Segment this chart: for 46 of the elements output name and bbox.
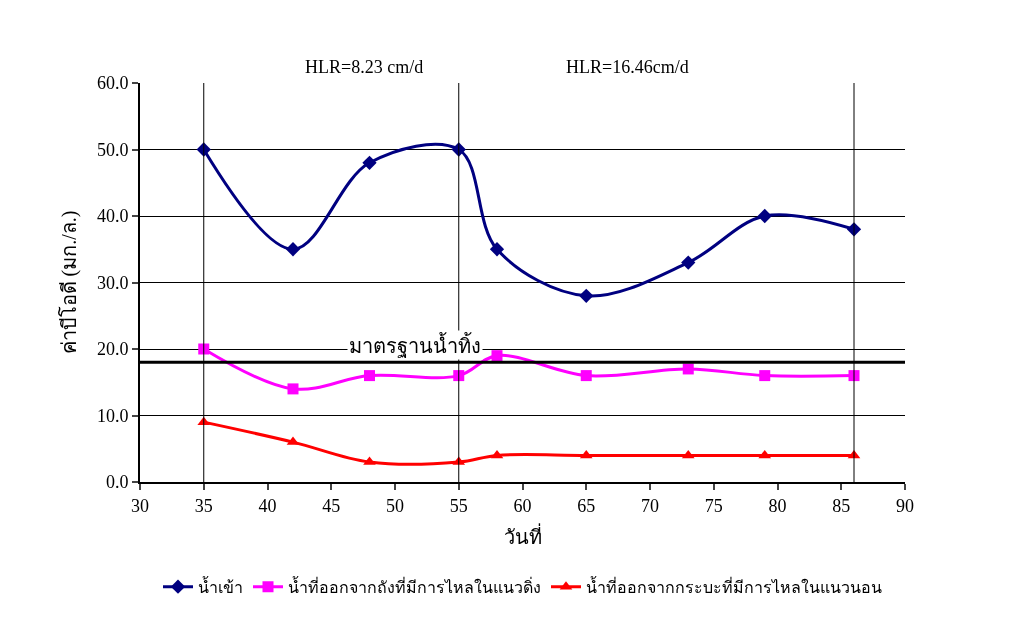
text: HLR=8.23 cm/d (305, 57, 424, 77)
x-tick-label: 65 (577, 495, 596, 516)
y-tick-label: 40.0 (96, 206, 129, 227)
x-tick-label: 45 (322, 495, 341, 516)
x-tick-label: 30 (131, 495, 149, 516)
legend-label: น้ำเข้า (198, 575, 243, 596)
point (285, 242, 301, 257)
x-tick-label: 70 (641, 495, 659, 516)
x-tick-label: 35 (194, 495, 213, 516)
y-tick-label: 60.0 (96, 73, 129, 94)
text: HLR=16.46cm/d (566, 57, 689, 77)
x-tick-label: 80 (768, 495, 787, 516)
legend-label: น้ำที่ออกจากกระบะที่มีการไหลในแนวนอน (586, 575, 882, 596)
x-tick-label: 60 (513, 495, 532, 516)
point (758, 449, 772, 459)
y-tick-label: 50.0 (96, 139, 129, 160)
point (490, 449, 504, 459)
x-tick-label: 75 (704, 495, 723, 516)
point (198, 343, 210, 355)
ref-line-label: มาตรฐานน้ำทิ้ง (349, 332, 481, 358)
x-tick-label: 85 (832, 495, 851, 516)
point (362, 155, 377, 170)
point (681, 449, 695, 459)
point (491, 350, 503, 362)
point (489, 242, 505, 257)
x-axis-title: วันที่ (503, 522, 542, 548)
point (757, 208, 772, 224)
x-tick-label: 55 (449, 495, 468, 516)
y-tick-label: 0.0 (105, 472, 129, 493)
point (682, 363, 694, 375)
point (681, 255, 696, 270)
point (580, 370, 592, 382)
y-tick-label: 30.0 (96, 272, 129, 293)
x-tick-label: 40 (258, 495, 277, 516)
y-axis-title: ค่าบีโอดี (มก./ล.) (57, 210, 81, 355)
y-tick-label: 20.0 (96, 339, 129, 360)
point (759, 370, 771, 382)
point (287, 383, 299, 395)
point (453, 370, 465, 382)
x-tick-label: 90 (896, 495, 914, 516)
legend-label: น้ำที่ออกจากถังที่มีการไหลในแนวดิ่ง (288, 575, 541, 596)
point (364, 370, 375, 382)
y-tick-label: 10.0 (96, 405, 129, 426)
point (579, 288, 594, 303)
x-tick-label: 50 (386, 495, 404, 516)
point (579, 449, 593, 459)
